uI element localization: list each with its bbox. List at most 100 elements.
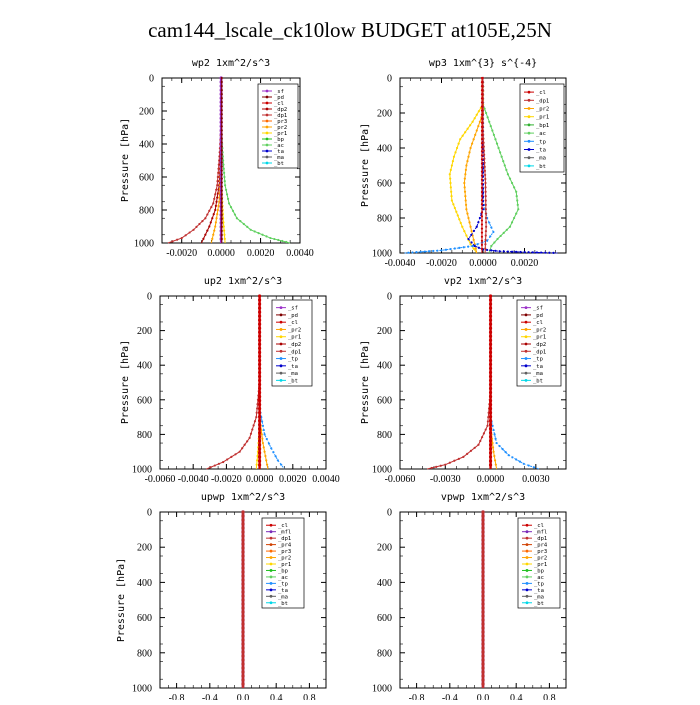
series-marker-tp <box>423 250 426 253</box>
series-marker-tp <box>419 250 422 253</box>
legend-label: _ta <box>274 149 284 155</box>
series-marker-dp1 <box>212 202 215 205</box>
series-marker-ac <box>488 120 491 123</box>
series-marker-ac <box>500 155 503 158</box>
legend-marker-bt <box>269 601 273 605</box>
series-marker-pd <box>220 133 223 136</box>
series-marker-ac <box>517 208 520 211</box>
x-tick-label: -0.0030 <box>430 474 461 485</box>
legend-label: _pr1 <box>274 131 287 137</box>
series-marker-dp1 <box>238 450 241 453</box>
series-marker-ta <box>490 249 493 252</box>
legend-marker-pr3 <box>269 549 273 553</box>
series-marker-tp <box>527 464 530 467</box>
x-tick-label: 0.0020 <box>511 258 539 269</box>
series-marker-ac <box>502 160 505 163</box>
series-marker-cl <box>258 394 262 399</box>
series-marker-cl <box>258 322 262 326</box>
x-tick-label: 0.0040 <box>286 248 314 259</box>
series-marker-dp1 <box>248 436 251 439</box>
series-marker-dp1 <box>481 650 485 654</box>
series-marker-pd <box>220 213 223 216</box>
series-marker-cl <box>480 117 484 120</box>
series-marker-dp1 <box>241 638 245 642</box>
series-marker-ac <box>515 212 518 215</box>
series-marker-cl <box>258 354 262 358</box>
legend-marker-ma <box>279 371 283 375</box>
legend-label: _bp1 <box>536 123 549 129</box>
series-marker-dp1 <box>481 534 485 538</box>
legend-label: _pr2 <box>536 107 549 113</box>
series-marker-pd <box>220 205 223 208</box>
series-marker-tp <box>263 433 266 436</box>
series-marker-cl <box>488 415 493 419</box>
series-marker-ac <box>516 199 519 202</box>
series-marker-pd <box>220 117 223 120</box>
series-marker-cl <box>488 431 493 435</box>
series-marker-tp <box>280 463 283 466</box>
series-marker-dp1 <box>210 206 213 209</box>
series-marker-cl <box>480 89 484 92</box>
legend-marker-pr2 <box>527 107 531 110</box>
series-marker-dp1 <box>481 530 485 534</box>
series-marker-pr1 <box>465 234 468 237</box>
series-marker-pr2 <box>262 446 265 449</box>
x-tick-label: -0.0020 <box>426 258 457 269</box>
series-marker-pr1 <box>452 203 455 206</box>
series-marker-pr2 <box>216 208 219 212</box>
legend-label: _pr1 <box>288 335 301 341</box>
legend-marker-pr2 <box>279 328 283 331</box>
series-marker-ac <box>253 230 256 233</box>
series-marker-dp1 <box>483 157 486 160</box>
series-marker-pr1 <box>475 113 478 116</box>
series-marker-ac <box>516 203 519 206</box>
series-marker-pr1 <box>471 120 474 123</box>
series-marker-dp1 <box>241 602 245 606</box>
legend-marker-sf <box>279 306 283 310</box>
series-marker-dp1 <box>481 646 485 650</box>
series-marker-ac <box>489 125 492 128</box>
series-marker-dp1 <box>481 538 485 542</box>
legend-label: _bt <box>278 601 288 607</box>
series-marker-pr1 <box>449 186 452 189</box>
legend-box <box>516 299 562 387</box>
legend-marker-tp <box>527 139 531 143</box>
panel-title: vp2 1xm^2/s^3 <box>444 276 522 287</box>
legend-label: _pr2 <box>278 556 291 562</box>
series-marker-cl <box>488 459 493 463</box>
legend-label: _cl <box>278 523 288 529</box>
y-axis-label: Pressure [hPa] <box>120 340 131 424</box>
legend-label: _tp <box>278 581 288 587</box>
legend-marker-pr1 <box>524 335 528 339</box>
series-marker-dp1 <box>481 566 485 570</box>
series-marker-cl <box>258 342 262 346</box>
series-marker-tp <box>427 250 431 253</box>
series-marker-ac <box>497 146 500 150</box>
legend-label: _bp <box>534 568 544 574</box>
series-marker-ac <box>513 186 516 189</box>
series-marker-pr2 <box>212 233 215 236</box>
series-marker-ac <box>224 188 228 191</box>
series-marker-dp1 <box>241 514 245 518</box>
series-marker-cl <box>480 186 484 189</box>
series-marker-cl <box>488 366 493 371</box>
legend-marker-dp1 <box>525 536 529 540</box>
series-marker-dp1 <box>221 460 225 464</box>
series-marker-dp1 <box>453 459 456 462</box>
series-marker-dp1 <box>241 622 245 626</box>
series-marker-ta <box>527 251 530 254</box>
series-marker-cl <box>258 334 262 338</box>
series-marker-dp1 <box>241 522 245 526</box>
legend-label: _pd <box>274 95 284 101</box>
series-marker-pd <box>220 149 223 152</box>
series-marker-pr2 <box>466 160 469 163</box>
legend-label: _tp <box>533 357 543 363</box>
series-marker-dp1 <box>192 228 195 231</box>
series-marker-cl <box>480 239 484 242</box>
series-marker-dp1 <box>241 582 245 586</box>
series-marker-pr1 <box>472 247 475 250</box>
legend-label: _pr1 <box>533 335 546 341</box>
series-marker-cl <box>258 350 262 354</box>
series-marker-tp <box>498 444 501 448</box>
